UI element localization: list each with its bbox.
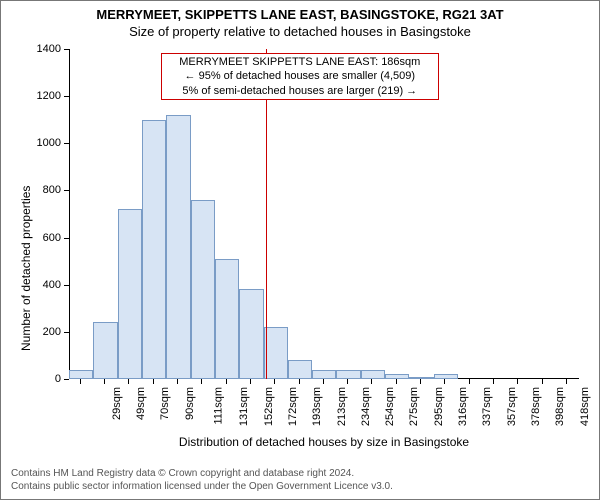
x-tick-mark xyxy=(542,379,543,384)
x-tick-label: 29sqm xyxy=(111,387,123,420)
histogram-bar xyxy=(264,327,288,379)
y-tick-mark xyxy=(64,238,69,239)
y-tick-mark xyxy=(64,379,69,380)
histogram-bar xyxy=(191,200,215,379)
histogram-bar xyxy=(239,289,263,379)
histogram-bar xyxy=(361,370,385,379)
y-tick-label: 0 xyxy=(29,373,61,385)
y-tick-label: 1000 xyxy=(29,137,61,149)
x-tick-label: 111sqm xyxy=(212,387,224,425)
histogram-bar xyxy=(312,370,336,379)
x-tick-mark xyxy=(566,379,567,384)
x-tick-mark xyxy=(493,379,494,384)
x-tick-mark xyxy=(177,379,178,384)
x-tick-mark xyxy=(420,379,421,384)
footnote: Contains HM Land Registry data © Crown c… xyxy=(11,468,393,493)
x-tick-label: 275sqm xyxy=(409,387,421,426)
x-tick-mark xyxy=(274,379,275,384)
histogram-bar xyxy=(215,259,239,379)
y-tick-label: 200 xyxy=(29,326,61,338)
annotation-line: MERRYMEET SKIPPETTS LANE EAST: 186sqm xyxy=(166,55,434,69)
x-tick-label: 152sqm xyxy=(263,387,275,426)
annotation-line: 5% of semi-detached houses are larger (2… xyxy=(166,84,434,98)
x-tick-mark xyxy=(226,379,227,384)
footnote-line1: Contains HM Land Registry data © Crown c… xyxy=(11,468,393,481)
x-tick-mark xyxy=(347,379,348,384)
y-tick-mark xyxy=(64,143,69,144)
histogram-bar xyxy=(69,370,93,379)
address-title: MERRYMEET, SKIPPETTS LANE EAST, BASINGST… xyxy=(1,7,599,22)
x-tick-mark xyxy=(153,379,154,384)
x-tick-label: 254sqm xyxy=(384,387,396,426)
histogram-bar xyxy=(336,370,360,379)
x-tick-label: 357sqm xyxy=(506,387,518,426)
y-axis-line xyxy=(69,49,70,379)
x-axis-label: Distribution of detached houses by size … xyxy=(69,435,579,449)
x-tick-label: 90sqm xyxy=(184,387,196,420)
y-tick-mark xyxy=(64,332,69,333)
x-tick-mark xyxy=(469,379,470,384)
y-tick-label: 400 xyxy=(29,279,61,291)
x-tick-mark xyxy=(128,379,129,384)
x-tick-label: 418sqm xyxy=(579,387,591,426)
histogram-bar xyxy=(434,374,458,379)
x-tick-label: 337sqm xyxy=(482,387,494,426)
x-tick-mark xyxy=(299,379,300,384)
x-tick-mark xyxy=(323,379,324,384)
y-tick-label: 800 xyxy=(29,184,61,196)
y-tick-mark xyxy=(64,190,69,191)
histogram-bar xyxy=(409,377,433,379)
histogram-bar xyxy=(288,360,312,379)
x-tick-mark xyxy=(104,379,105,384)
x-tick-mark xyxy=(80,379,81,384)
histogram-bar xyxy=(118,209,142,379)
y-tick-label: 1400 xyxy=(29,43,61,55)
x-tick-label: 316sqm xyxy=(457,387,469,426)
x-tick-label: 234sqm xyxy=(360,387,372,426)
chart-container: MERRYMEET, SKIPPETTS LANE EAST, BASINGST… xyxy=(0,0,600,500)
x-tick-mark xyxy=(371,379,372,384)
title-block: MERRYMEET, SKIPPETTS LANE EAST, BASINGST… xyxy=(1,1,599,39)
annotation-line: ← 95% of detached houses are smaller (4,… xyxy=(166,69,434,83)
y-tick-mark xyxy=(64,96,69,97)
chart-subtitle: Size of property relative to detached ho… xyxy=(1,24,599,39)
x-tick-label: 193sqm xyxy=(311,387,323,426)
x-tick-label: 378sqm xyxy=(530,387,542,426)
histogram-bar xyxy=(93,322,117,379)
x-tick-label: 131sqm xyxy=(238,387,250,426)
y-tick-mark xyxy=(64,49,69,50)
x-tick-label: 295sqm xyxy=(433,387,445,426)
histogram-bar xyxy=(142,120,166,379)
y-tick-mark xyxy=(64,285,69,286)
x-tick-mark xyxy=(396,379,397,384)
y-tick-label: 600 xyxy=(29,232,61,244)
footnote-line2: Contains public sector information licen… xyxy=(11,481,393,494)
x-tick-mark xyxy=(201,379,202,384)
x-tick-label: 49sqm xyxy=(135,387,147,420)
x-tick-mark xyxy=(250,379,251,384)
plot-area: 020040060080010001200140029sqm49sqm70sqm… xyxy=(69,49,579,379)
histogram-bar xyxy=(166,115,190,379)
histogram-bar xyxy=(385,374,409,379)
y-tick-label: 1200 xyxy=(29,90,61,102)
x-tick-mark xyxy=(444,379,445,384)
annotation-box: MERRYMEET SKIPPETTS LANE EAST: 186sqm← 9… xyxy=(161,53,439,100)
x-tick-label: 172sqm xyxy=(287,387,299,426)
x-tick-mark xyxy=(517,379,518,384)
x-tick-label: 398sqm xyxy=(554,387,566,426)
x-tick-label: 213sqm xyxy=(336,387,348,426)
x-tick-label: 70sqm xyxy=(159,387,171,420)
